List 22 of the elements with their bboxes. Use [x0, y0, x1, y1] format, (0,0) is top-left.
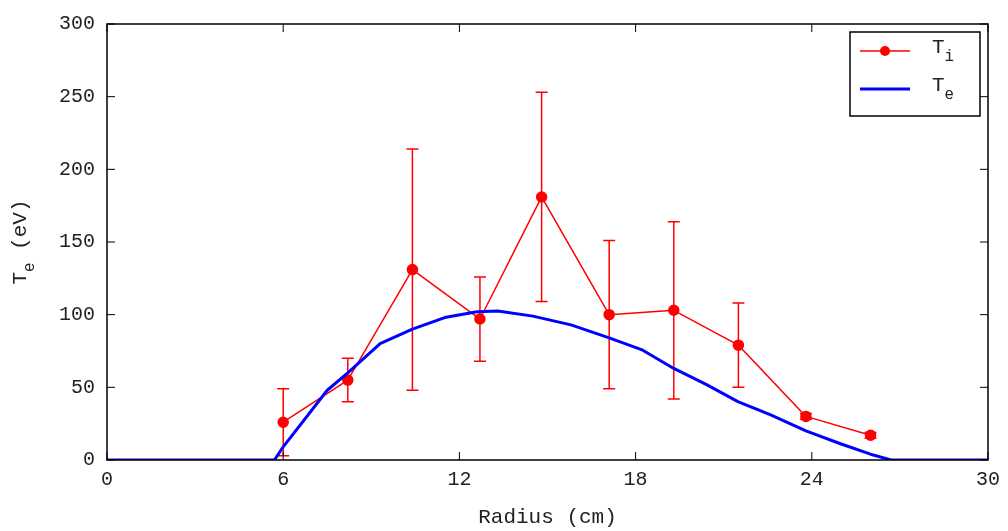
y-tick-label: 100: [58, 302, 95, 326]
x-tick-label: 30: [975, 468, 1001, 492]
point: [474, 313, 486, 325]
x-tick-label: 24: [799, 468, 824, 492]
x-tick-label: 12: [447, 468, 472, 492]
point: [406, 263, 419, 276]
point: [668, 304, 680, 317]
y-tick-label: 0: [82, 448, 95, 472]
y-tick-label: 150: [58, 230, 95, 254]
point: [535, 191, 548, 203]
y-tick-label: 300: [58, 12, 95, 36]
point: [603, 308, 615, 321]
x-tick-label: 6: [277, 468, 290, 492]
point: [277, 416, 289, 428]
y-tick-label: 250: [58, 84, 95, 108]
y-tick-label: 200: [58, 157, 95, 181]
x-tick-label: 18: [623, 468, 648, 492]
x-axis-title: Radius (cm): [478, 505, 617, 529]
x-tick-label: 0: [100, 468, 114, 492]
y-tick-label: 50: [70, 375, 95, 399]
y-axis-title: Te (eV): [8, 199, 39, 285]
point: [732, 339, 745, 351]
